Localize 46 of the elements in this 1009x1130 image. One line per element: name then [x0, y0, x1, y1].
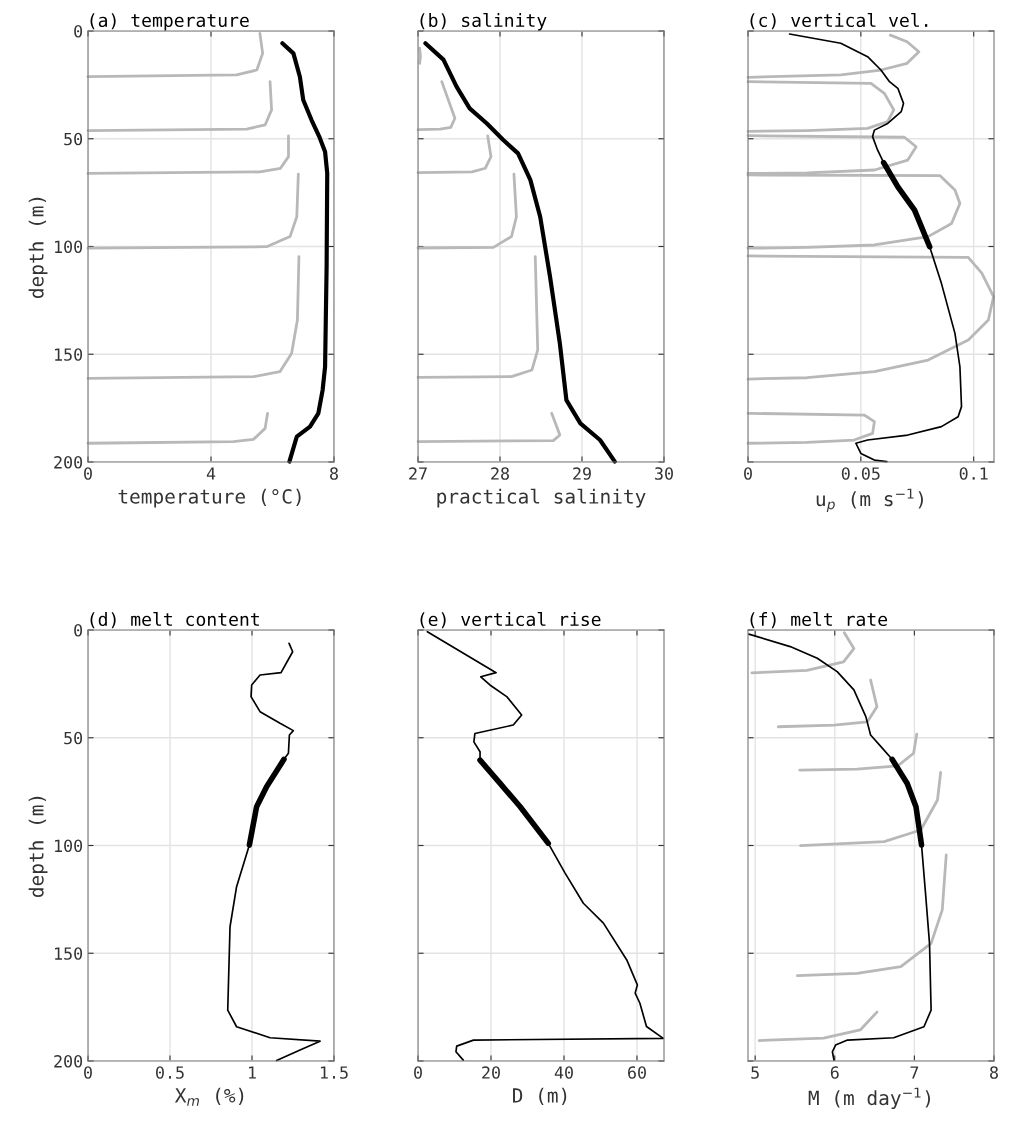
y-tick-label: 100 — [55, 240, 83, 254]
x-tick-label: 0 — [744, 467, 752, 480]
y-tick-label: 0 — [74, 25, 83, 38]
x-tick-label: 40 — [554, 1066, 573, 1079]
x-tick-label: 27 — [409, 467, 427, 480]
x-tick-label: 28 — [491, 467, 509, 480]
y-tick-label: 200 — [54, 1055, 83, 1068]
chart-title: (a) temperature — [90, 13, 249, 31]
x-tick-label: 0.5 — [156, 1066, 184, 1079]
x-tick-label: 20 — [482, 1066, 500, 1079]
y-tick-label: 50 — [64, 132, 83, 146]
chart-title: (b) salinity — [420, 13, 547, 31]
y-tick-label: 150 — [55, 348, 83, 361]
y-tick-label: 150 — [55, 947, 83, 960]
x-tick-label: 30 — [655, 467, 673, 480]
y-tick-label: 50 — [64, 731, 83, 745]
x-tick-label: 0 — [84, 1066, 92, 1079]
x-axis-title: temperature (°C) — [118, 488, 301, 508]
x-axis-title: practical salinity — [437, 488, 646, 508]
x-axis-title: D (m) — [513, 1087, 567, 1106]
y-axis-title: depth (m) — [28, 796, 48, 898]
x-tick-label: 60 — [628, 1066, 646, 1079]
x-tick-label: 0.1 — [959, 467, 988, 480]
x-tick-label: 8 — [990, 1066, 998, 1079]
chart-title: (e) vertical rise — [420, 612, 601, 629]
y-axis-title: depth (m) — [28, 197, 48, 299]
chart-title: (c) vertical vel. — [750, 13, 928, 30]
x-axis-title: M (m day$^{−1}$) — [808, 1087, 930, 1110]
x-tick-label: 0.05 — [841, 467, 880, 480]
x-tick-label: 4 — [206, 467, 216, 480]
x-tick-label: 7 — [910, 1066, 919, 1079]
text: u$_{p}$ (m s$^{−1}$) — [816, 488, 923, 513]
x-tick-label: 6 — [830, 1066, 839, 1079]
x-tick-label: 8 — [330, 467, 338, 480]
chart-title: (d) melt content — [90, 612, 259, 629]
y-tick-label: 0 — [74, 624, 83, 637]
y-tick-label: 200 — [54, 456, 83, 469]
text: X$_{m}$ (%) — [174, 1087, 244, 1106]
y-tick-label: 100 — [55, 839, 83, 853]
x-tick-label: 29 — [573, 467, 591, 480]
x-tick-label: 1 — [248, 1066, 256, 1079]
chart-title: (f) melt rate — [750, 612, 888, 629]
x-tick-label: 0 — [84, 467, 92, 480]
x-tick-label: 1.5 — [320, 1066, 348, 1079]
x-tick-label: 5 — [751, 1066, 759, 1079]
x-tick-label: 0 — [414, 1066, 422, 1079]
